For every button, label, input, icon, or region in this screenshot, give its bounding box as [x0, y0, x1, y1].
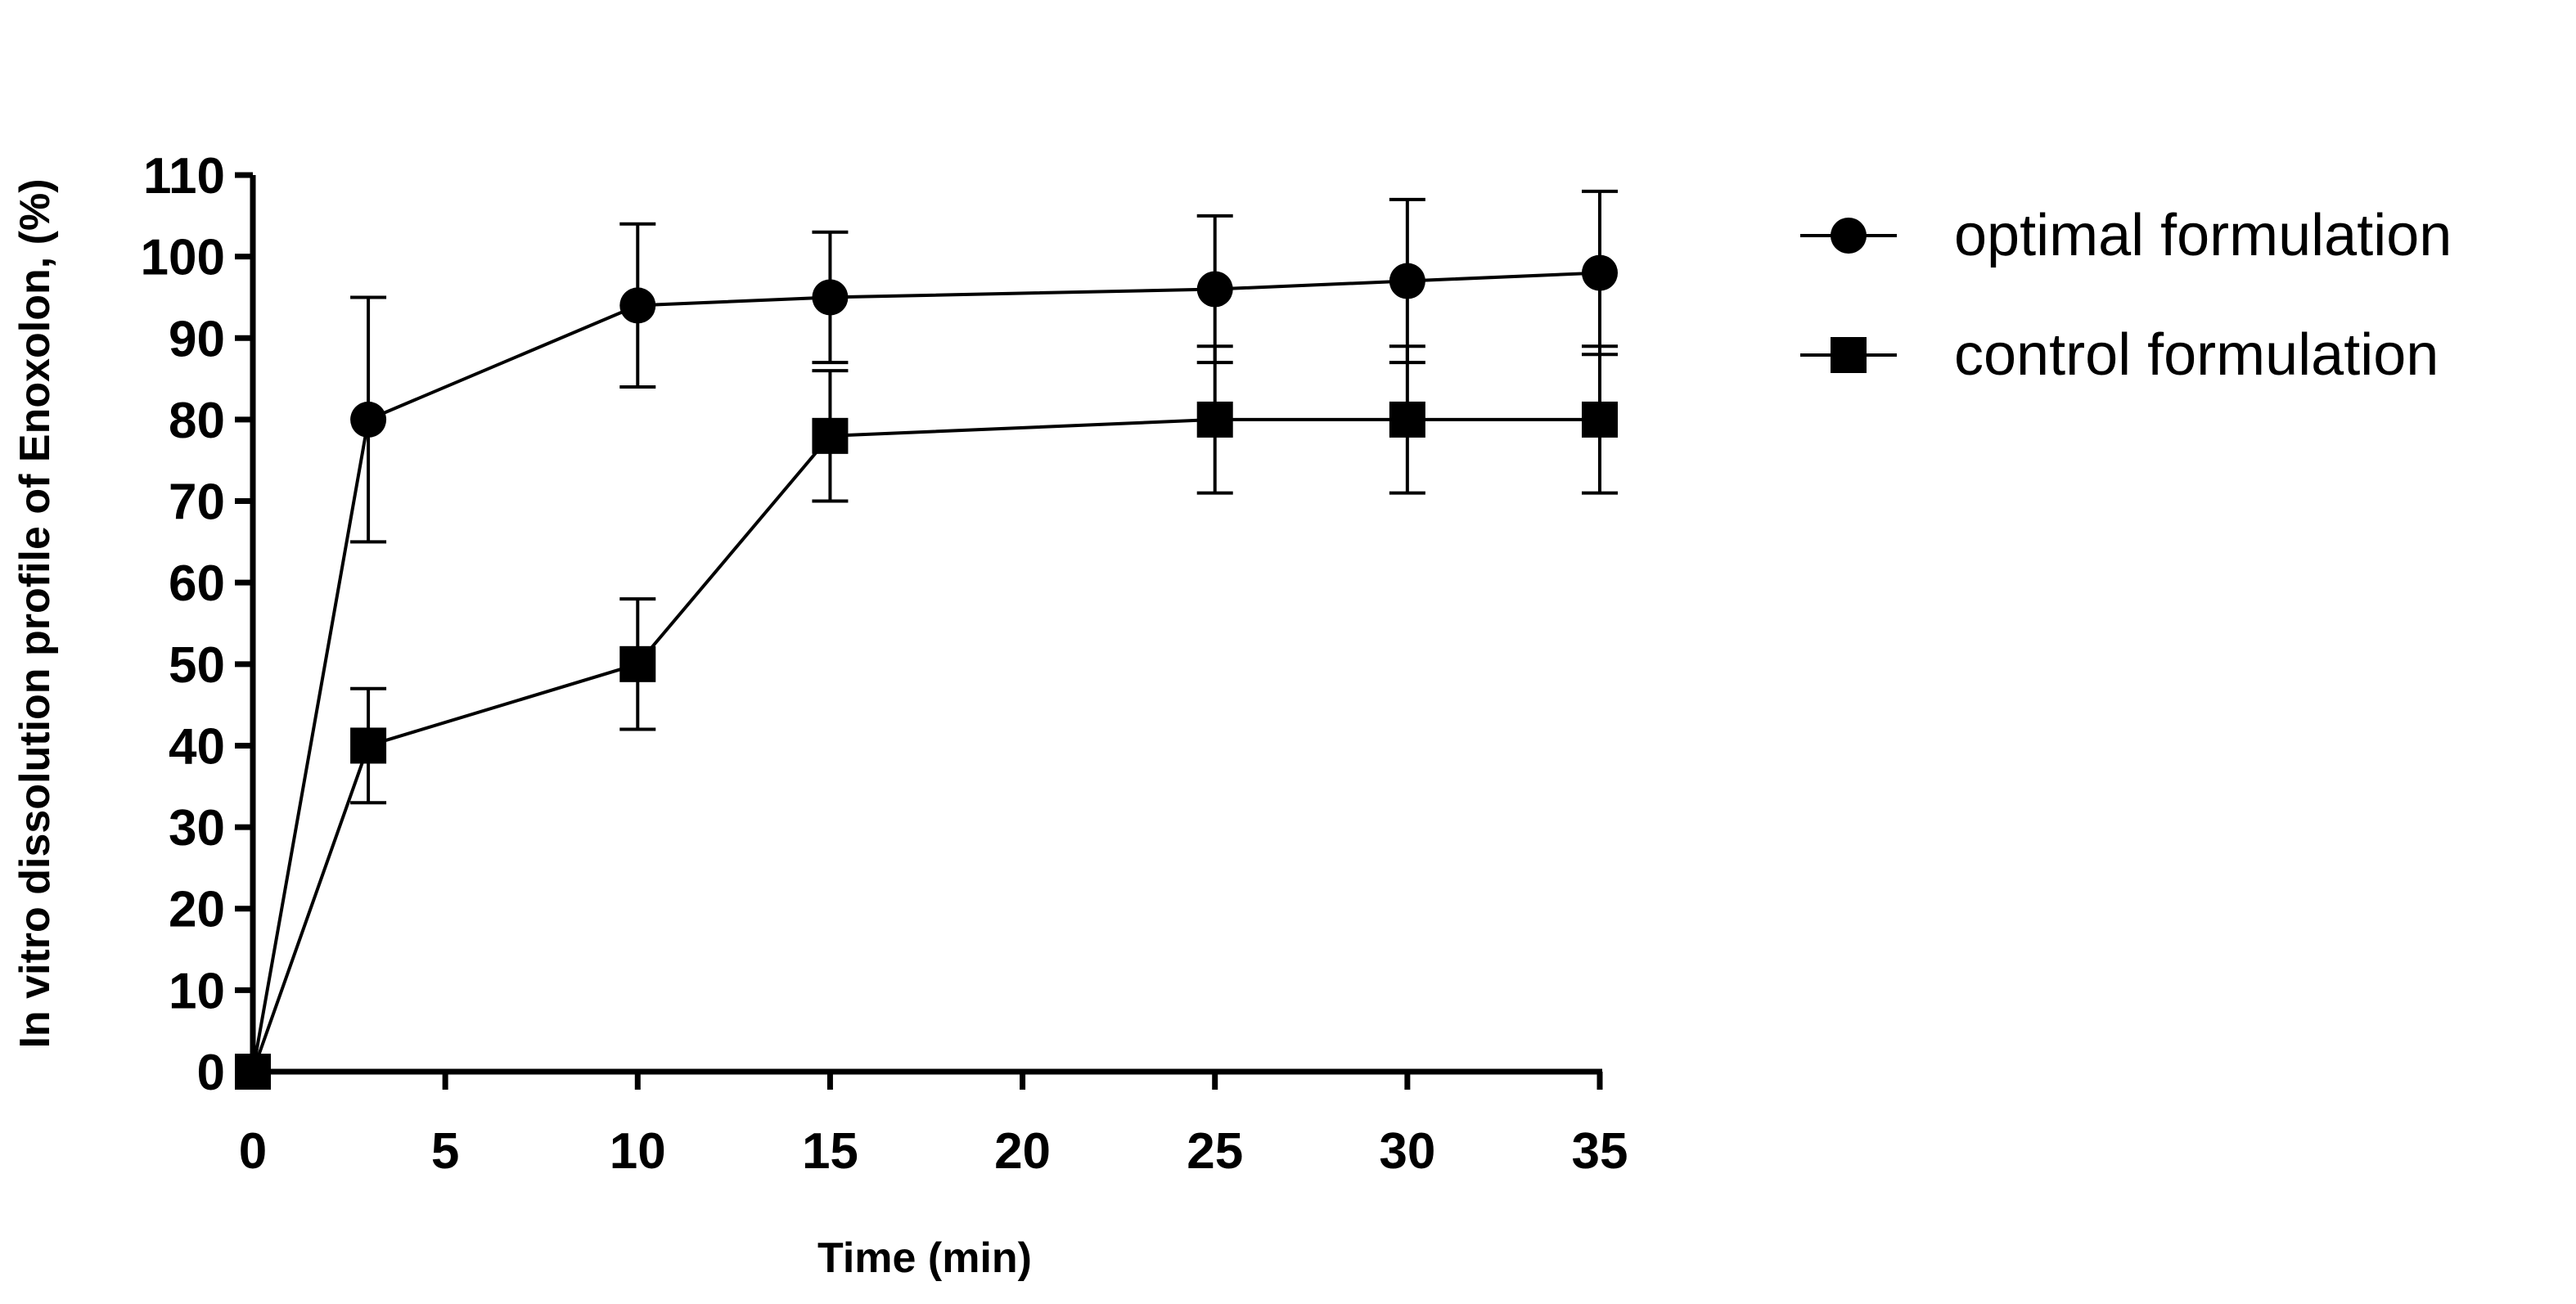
data-point-square — [1582, 401, 1618, 438]
series-line — [251, 417, 1600, 1072]
x-tick-label: 20 — [994, 1123, 1051, 1180]
x-tick-label: 5 — [431, 1123, 459, 1180]
y-tick-label: 0 — [197, 1045, 225, 1101]
data-point-square — [619, 645, 656, 682]
data-point-square — [235, 1054, 271, 1090]
data-point-circle — [1582, 254, 1618, 291]
y-tick-label: 100 — [141, 230, 225, 286]
y-tick-label: 50 — [169, 637, 225, 694]
data-point-circle — [350, 401, 387, 438]
legend: optimal formulation control formulation — [1800, 203, 2452, 388]
x-tick-label: 25 — [1187, 1123, 1243, 1180]
legend-marker-square — [1831, 337, 1867, 373]
y-tick-label: 10 — [169, 963, 225, 1019]
series-square — [235, 344, 1618, 1090]
y-tick-label: 60 — [169, 555, 225, 612]
legend-marker-circle — [1831, 218, 1867, 254]
legend-entry: control formulation — [1800, 322, 2439, 388]
legend-label: optimal formulation — [1954, 203, 2452, 268]
y-axis-label: In vitro dissolution profile of Enoxolon… — [11, 178, 59, 1048]
y-tick-label: 70 — [169, 474, 225, 531]
data-point-circle — [812, 279, 849, 316]
y-tick-label: 20 — [169, 882, 225, 938]
x-tick-label: 30 — [1379, 1123, 1435, 1180]
x-tick-label: 0 — [239, 1123, 267, 1180]
x-tick-label: 10 — [610, 1123, 666, 1180]
y-tick-label: 80 — [169, 393, 225, 449]
series-circle — [235, 189, 1618, 1090]
data-point-square — [1389, 401, 1425, 438]
data-point-square — [812, 417, 849, 454]
y-tick-label: 30 — [169, 800, 225, 857]
series-layer — [235, 189, 1618, 1090]
axes-layer: 0 10 20 30 40 50 60 70 80 90 100 110 0 5 10 15 20 25 30 35 — [141, 148, 1628, 1180]
y-tick-label: 40 — [169, 718, 225, 775]
legend-entry: optimal formulation — [1800, 203, 2452, 268]
data-point-square — [350, 727, 387, 764]
x-axis-label: Time (min) — [817, 1234, 1032, 1282]
y-tick-label: 110 — [143, 148, 225, 205]
legend-label: control formulation — [1954, 322, 2439, 388]
y-tick-label: 90 — [169, 311, 225, 367]
x-tick-label: 35 — [1572, 1123, 1628, 1180]
data-point-circle — [1389, 263, 1425, 299]
data-point-square — [1196, 401, 1233, 438]
data-point-circle — [619, 287, 656, 324]
series-line — [251, 271, 1601, 1072]
x-tick-label: 15 — [802, 1123, 858, 1180]
data-point-circle — [1196, 271, 1233, 308]
